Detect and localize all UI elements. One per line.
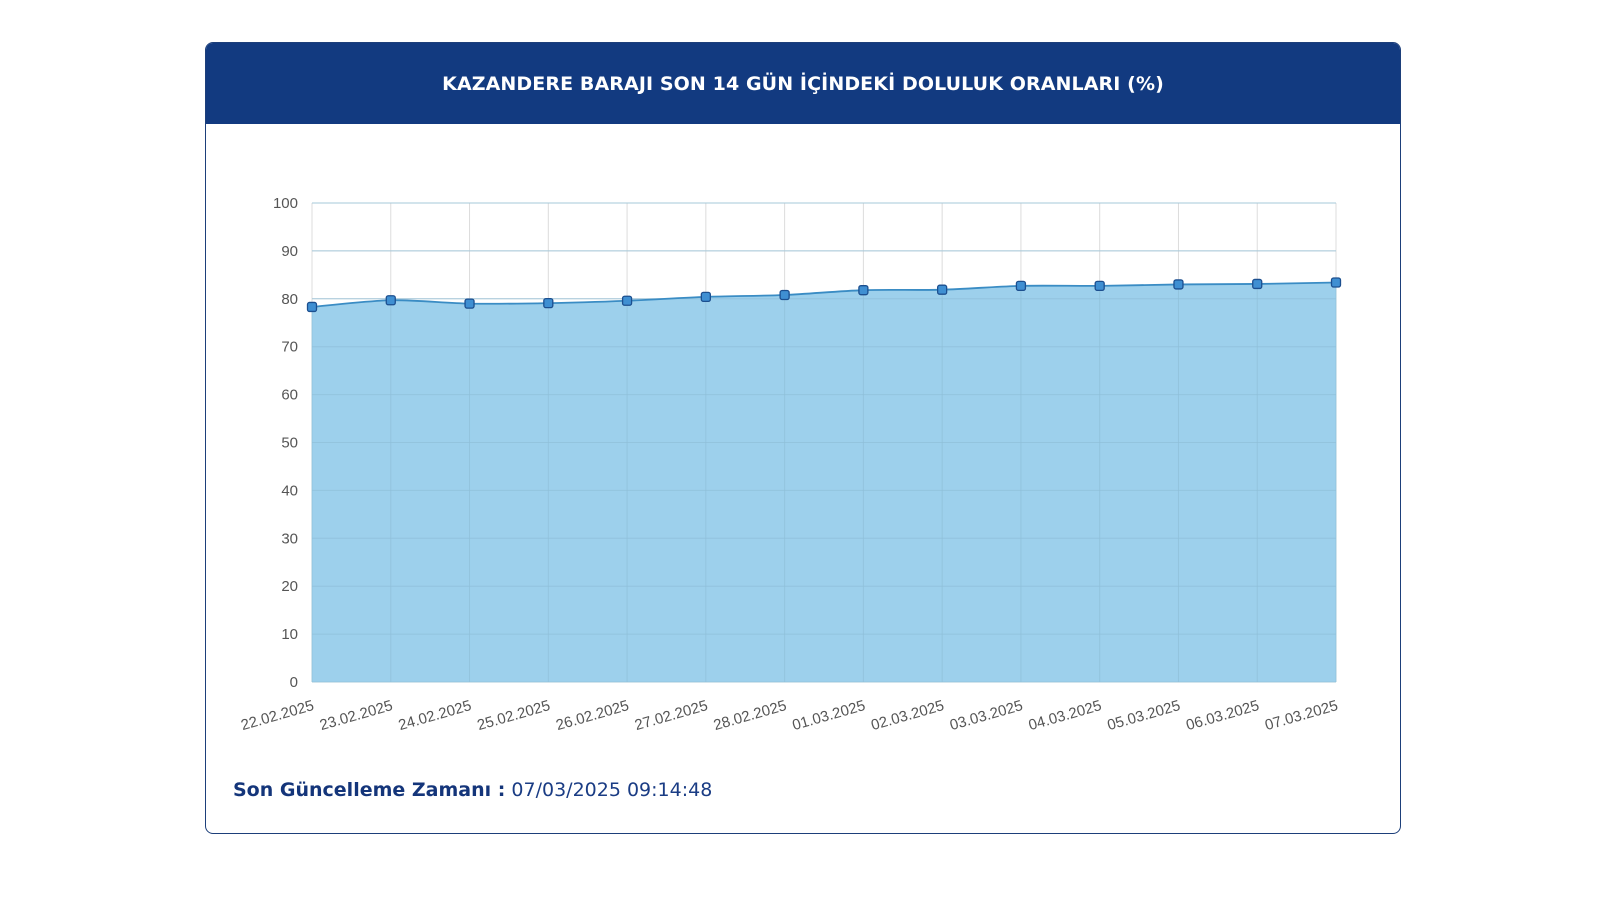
last-update: Son Güncelleme Zamanı : 07/03/2025 09:14… xyxy=(233,779,712,801)
data-point xyxy=(543,297,554,309)
series-line xyxy=(311,281,1337,308)
y-tick-label: 80 xyxy=(281,291,298,308)
x-tick-label: 24.02.2025 xyxy=(397,697,474,734)
y-tick-label: 40 xyxy=(281,482,298,499)
data-point xyxy=(937,284,948,295)
x-tick-label: 25.02.2025 xyxy=(475,697,552,734)
data-point xyxy=(1252,278,1263,290)
data-point xyxy=(1330,277,1342,288)
data-point xyxy=(1173,279,1184,290)
y-tick-label: 20 xyxy=(281,578,298,595)
y-tick-label: 10 xyxy=(281,626,298,643)
x-tick-label: 02.03.2025 xyxy=(869,697,946,734)
data-point xyxy=(621,295,633,306)
x-tick-label: 22.02.2025 xyxy=(239,697,316,734)
area-fill xyxy=(312,282,1336,682)
x-tick-label: 07.03.2025 xyxy=(1263,697,1340,734)
data-point xyxy=(306,301,318,313)
y-tick-label: 90 xyxy=(281,243,298,260)
data-point xyxy=(385,295,396,306)
data-point xyxy=(464,298,475,309)
data-point xyxy=(700,291,711,303)
data-point xyxy=(779,289,790,301)
y-tick-label: 0 xyxy=(290,674,298,691)
x-tick-label: 05.03.2025 xyxy=(1105,697,1182,734)
y-tick-label: 100 xyxy=(273,195,298,212)
y-tick-label: 60 xyxy=(281,387,298,404)
chart-title: KAZANDERE BARAJI SON 14 GÜN İÇİNDEKİ DOL… xyxy=(206,43,1400,124)
last-update-value: 07/03/2025 09:14:48 xyxy=(511,779,713,801)
x-tick-label: 28.02.2025 xyxy=(712,697,789,734)
x-tick-label: 04.03.2025 xyxy=(1027,697,1104,734)
chart-area: 0 10 20 30 40 50 60 70 80 90 100 22.02.2025 23.02.20… xyxy=(206,124,1400,764)
x-tick-label: 23.02.2025 xyxy=(318,697,395,734)
chart-card: KAZANDERE BARAJI SON 14 GÜN İÇİNDEKİ DOL… xyxy=(205,42,1401,834)
x-tick-label: 03.03.2025 xyxy=(948,697,1025,734)
x-tick-label: 01.03.2025 xyxy=(790,697,867,734)
y-tick-label: 30 xyxy=(281,530,298,547)
y-tick-label: 50 xyxy=(281,435,298,452)
data-point xyxy=(1094,280,1105,292)
data-point xyxy=(1015,280,1027,292)
fill-rate-chart: 0 10 20 30 40 50 60 70 80 90 100 22.02.2025 23.02.20… xyxy=(239,195,1342,734)
x-tick-label: 27.02.2025 xyxy=(633,697,710,734)
data-point xyxy=(858,285,869,296)
x-tick-label: 26.02.2025 xyxy=(554,697,631,734)
last-update-label: Son Güncelleme Zamanı : xyxy=(233,779,506,801)
x-tick-label: 06.03.2025 xyxy=(1184,697,1261,734)
y-tick-label: 70 xyxy=(281,339,298,356)
